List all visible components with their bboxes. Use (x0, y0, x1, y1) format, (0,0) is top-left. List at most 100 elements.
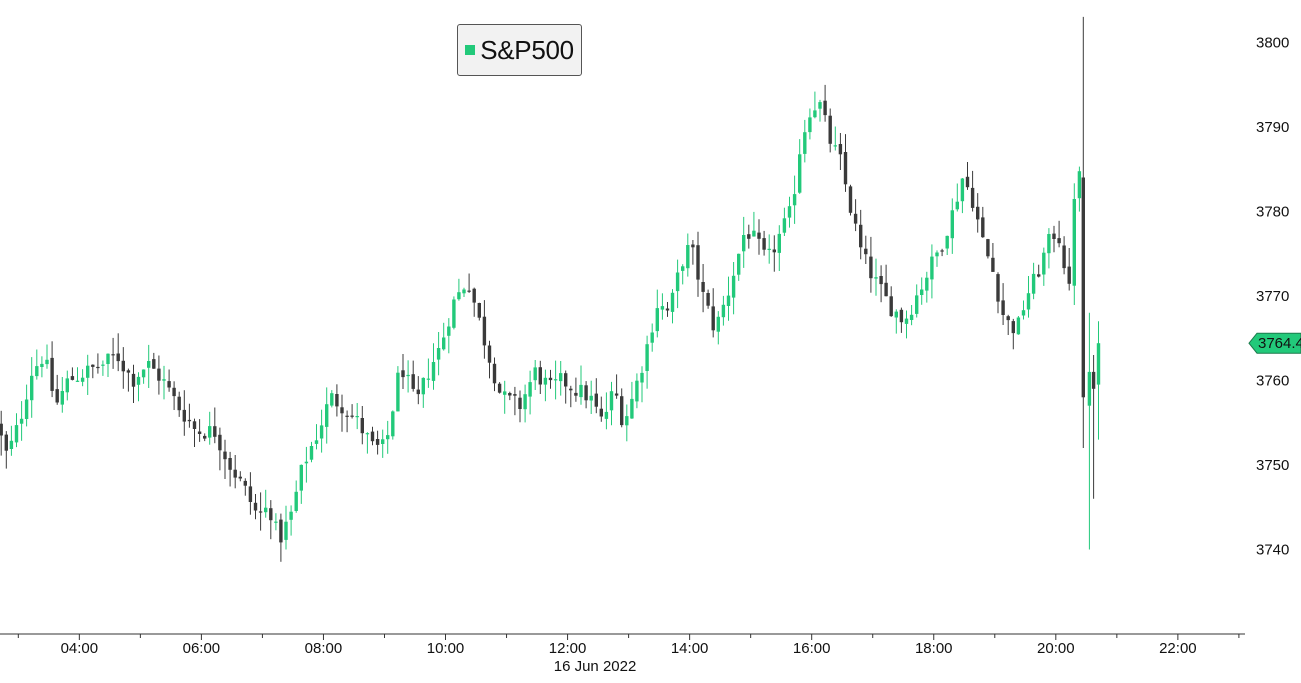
candle-body (706, 293, 710, 306)
candle-body (518, 397, 522, 409)
candle-body (30, 375, 34, 401)
x-tick-label: 18:00 (915, 640, 953, 657)
candle-body (757, 232, 761, 239)
last-price-tag: 3764.4 (1248, 332, 1301, 354)
candle-body (360, 418, 364, 434)
candle-body (472, 288, 476, 303)
candle-body (584, 385, 588, 401)
candle-body (411, 374, 415, 389)
candle-body (111, 354, 115, 356)
candle-body (436, 348, 441, 360)
candle-body (279, 519, 283, 543)
candle-body (421, 377, 425, 395)
candle-body (264, 507, 268, 513)
candle-body (920, 289, 924, 295)
candle-body (721, 304, 726, 318)
candle-body (1042, 252, 1046, 275)
candle-body (487, 345, 492, 363)
candle-body (589, 395, 593, 401)
candle-body (50, 357, 54, 391)
candle-body (808, 117, 812, 133)
candle-body (431, 362, 436, 381)
candle-body (319, 425, 324, 439)
candle-body (416, 389, 420, 395)
candle-body (640, 372, 644, 383)
candle-body (35, 366, 39, 377)
candle-body (14, 425, 19, 443)
candle-body (813, 110, 817, 118)
candle-body (391, 411, 395, 437)
candle-body (645, 344, 649, 371)
candle-body (248, 486, 253, 502)
candle-body (269, 508, 273, 521)
candle-body (564, 373, 568, 387)
y-tick-label: 3750 (1256, 457, 1289, 474)
x-tick-label: 10:00 (427, 640, 465, 657)
candle-body (1037, 274, 1041, 277)
candle-body (223, 451, 227, 460)
candle-body (899, 309, 904, 323)
candle-body (609, 391, 614, 411)
candle-body (477, 303, 481, 318)
candle-body (874, 277, 878, 279)
x-axis: 04:00 06:00 08:00 10:00 12:00 14:00 16:00 18:00… (0, 633, 1245, 657)
candle-body (96, 366, 100, 369)
candle-body (798, 154, 802, 193)
candle-body (1081, 177, 1085, 398)
candle-body (370, 431, 375, 442)
candle-body (1052, 233, 1056, 239)
y-axis: 3740 3750 3760 3770 3780 3790 3800 (1256, 34, 1289, 558)
candle-body (716, 316, 720, 332)
candle-body (701, 282, 705, 292)
candle-body (955, 201, 959, 210)
candle-body (381, 439, 385, 444)
candle-body (1011, 321, 1015, 334)
y-tick-label: 3740 (1256, 542, 1289, 559)
candle-body (208, 426, 212, 438)
candle-body (462, 289, 466, 294)
candle-body (1062, 245, 1066, 269)
candle-body (843, 152, 848, 185)
candle-body (442, 337, 446, 350)
candle-body (1067, 266, 1071, 284)
y-tick-label: 3770 (1256, 288, 1289, 305)
candle-body (625, 416, 629, 426)
candle-body (670, 292, 675, 312)
candle-body (686, 245, 690, 269)
candle-body (40, 363, 44, 367)
candle-body (965, 176, 970, 188)
candle-body (497, 383, 502, 393)
candle-body (60, 391, 64, 405)
candle-body (253, 502, 258, 511)
candle-body (233, 469, 237, 478)
candle-body (24, 399, 29, 419)
candle-body (19, 418, 24, 424)
candle-body (935, 252, 939, 257)
candle-body (889, 296, 893, 317)
legend: S&P500 (457, 24, 582, 76)
candle-body (574, 392, 578, 396)
candle-body (691, 244, 695, 248)
candle-body (274, 521, 278, 523)
candle-body (1026, 293, 1031, 310)
candle-body (970, 187, 975, 208)
candle-body (513, 394, 517, 396)
candle-body (101, 364, 105, 366)
candle-body (604, 411, 609, 419)
candle-body (375, 439, 380, 445)
candle-body (1016, 317, 1021, 335)
candle-body (152, 359, 156, 369)
candle-body (650, 332, 654, 343)
candle-body (742, 235, 746, 252)
candle-body (986, 239, 990, 257)
candle-body (630, 398, 634, 419)
candle-body (45, 359, 49, 365)
candle-body (731, 275, 736, 298)
candle-body (838, 144, 843, 155)
x-tick-label: 16:00 (793, 640, 831, 657)
candle-body (355, 416, 359, 418)
candle-body (1057, 238, 1061, 244)
last-price-tag-shape (1248, 332, 1301, 354)
